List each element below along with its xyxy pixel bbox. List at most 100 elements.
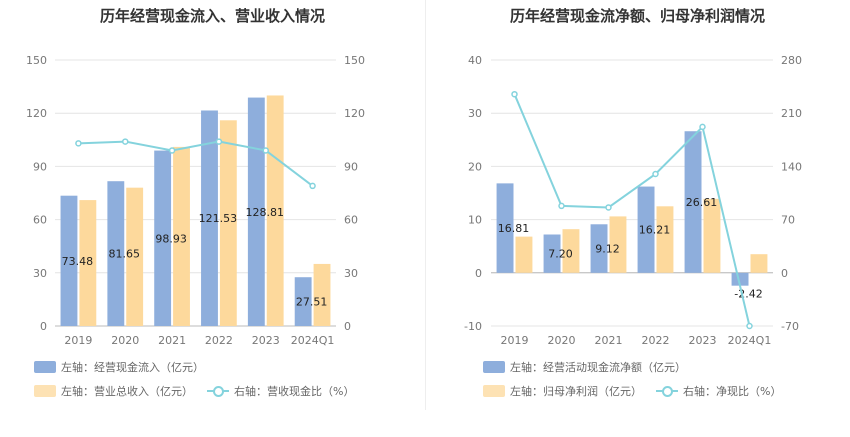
left-bar-series1 [60, 195, 78, 326]
left-right-tick-label: 120 [344, 107, 365, 120]
left-ratio-point [168, 147, 176, 154]
right-data-label: 26.61 [686, 196, 718, 209]
right-data-label: 7.20 [548, 248, 573, 261]
right-bar-series2 [750, 254, 768, 273]
left-bar-series2 [313, 263, 331, 326]
right-x-tick-label: 2021 [595, 334, 623, 347]
left-bar-series2 [173, 146, 190, 326]
left-data-label: 81.65 [109, 248, 141, 261]
left-right-tick-label: 150 [344, 54, 365, 67]
left-legend-item-revenue[interactable]: 左轴：营业总收入（亿元） [34, 383, 193, 399]
right-legend-row-1: 左轴：经营活动现金流净额（亿元） [483, 359, 700, 375]
right-data-label: -2.42 [734, 288, 762, 301]
left-ratio-point [215, 138, 223, 145]
left-data-label: 98.93 [155, 232, 187, 245]
left-left-tick-label: 30 [33, 267, 47, 280]
left-bar-series1 [201, 110, 218, 326]
right-bar-series1 [590, 224, 608, 273]
right-bar-series2 [515, 236, 533, 273]
left-ratio-point [309, 182, 316, 190]
right-legend-item-net-cash[interactable]: 左轴：经营活动现金流净额（亿元） [483, 359, 686, 375]
left-right-tick-label: 0 [344, 320, 351, 333]
right-right-tick-label: 210 [781, 107, 802, 120]
right-legend-label-bar2: 左轴：归母净利润（亿元） [510, 385, 642, 398]
right-bar-series2 [703, 198, 721, 273]
left-bar-series2 [126, 187, 144, 326]
left-bar-series1 [294, 277, 312, 326]
left-bar-series1 [247, 97, 265, 326]
right-x-tick-label: 2019 [501, 334, 529, 347]
right-ratio-point [699, 123, 706, 131]
left-legend-swatch-bar2 [34, 385, 56, 397]
right-legend-swatch-line [656, 385, 678, 397]
left-bar-series2 [79, 200, 97, 326]
right-ratio-point [511, 90, 518, 98]
left-left-tick-label: 120 [26, 107, 47, 120]
left-data-label: 121.53 [199, 212, 238, 225]
left-x-tick-label: 2023 [252, 334, 280, 347]
right-bar-series1 [543, 234, 561, 273]
left-ratio-point [75, 140, 82, 147]
left-legend-row-2: 左轴：营业总收入（亿元） 右轴：营收现金比（%） [34, 383, 368, 399]
left-left-tick-label: 90 [33, 160, 47, 173]
right-legend-item-net-profit[interactable]: 左轴：归母净利润（亿元） [483, 383, 642, 399]
left-legend-swatch-line [207, 385, 229, 397]
right-x-tick-label: 2023 [689, 334, 717, 347]
right-right-tick-label: 0 [781, 267, 788, 280]
right-ratio-point [746, 322, 753, 330]
left-chart-title: 历年经营现金流入、营业收入情况 [99, 7, 325, 25]
right-legend-row-2: 左轴：归母净利润（亿元） 右轴：净现比（%） [483, 383, 795, 399]
left-bar-series1 [154, 150, 172, 326]
left-legend-label-line: 右轴：营收现金比（%） [234, 385, 355, 398]
left-left-tick-label: 150 [26, 54, 47, 67]
right-right-tick-label: -70 [781, 320, 799, 333]
left-right-tick-label: 60 [344, 214, 358, 227]
right-x-tick-label: 2024Q1 [728, 334, 772, 347]
right-bar-series1 [496, 183, 514, 273]
right-legend-label-bar1: 左轴：经营活动现金流净额（亿元） [510, 361, 686, 374]
right-bar-series1 [684, 131, 702, 273]
left-x-tick-label: 2019 [64, 334, 92, 347]
left-x-tick-label: 2024Q1 [291, 334, 335, 347]
left-data-label: 73.48 [62, 255, 94, 268]
right-right-tick-label: 70 [781, 214, 795, 227]
left-data-label: 27.51 [296, 296, 328, 309]
left-legend-label-bar1: 左轴：经营现金流入（亿元） [61, 361, 204, 374]
left-x-tick-label: 2021 [158, 334, 186, 347]
right-x-tick-label: 2020 [548, 334, 576, 347]
right-data-label: 9.12 [595, 243, 620, 256]
left-legend-swatch-bar1 [34, 361, 56, 373]
right-left-tick-label: 10 [468, 214, 482, 227]
left-bar-series2 [219, 120, 237, 326]
right-ratio-point [605, 204, 612, 211]
left-legend-item-cash-inflow[interactable]: 左轴：经营现金流入（亿元） [34, 359, 204, 375]
right-legend-label-line: 右轴：净现比（%） [683, 385, 782, 398]
left-bar-series1 [107, 181, 125, 326]
right-legend-item-ratio[interactable]: 右轴：净现比（%） [656, 383, 781, 399]
right-x-tick-label: 2022 [642, 334, 670, 347]
left-x-tick-label: 2022 [205, 334, 233, 347]
panel-divider [425, 0, 426, 410]
right-legend-swatch-bar2 [483, 385, 505, 397]
left-right-tick-label: 30 [344, 267, 358, 280]
right-chart-panel: 历年经营现金流净额、归母净利润情况 -10 -70 0 0 10 70 20 140 30 210… [425, 0, 850, 437]
left-right-tick-label: 90 [344, 160, 358, 173]
left-x-tick-label: 2020 [111, 334, 139, 347]
right-right-tick-label: 140 [781, 160, 802, 173]
left-data-label: 128.81 [246, 206, 285, 219]
left-legend-row-1: 左轴：经营现金流入（亿元） [34, 359, 218, 375]
right-legend-swatch-bar1 [483, 361, 505, 373]
left-legend-item-ratio[interactable]: 右轴：营收现金比（%） [207, 383, 354, 399]
left-left-tick-label: 60 [33, 214, 47, 227]
right-bar-series2 [609, 216, 627, 273]
right-bar-series2 [562, 229, 580, 273]
right-left-tick-label: 20 [468, 160, 482, 173]
left-left-tick-label: 0 [40, 320, 47, 333]
right-ratio-point [652, 170, 659, 178]
right-bar-series1 [731, 272, 749, 286]
right-chart-title: 历年经营现金流净额、归母净利润情况 [509, 7, 765, 25]
left-legend-label-bar2: 左轴：营业总收入（亿元） [61, 385, 193, 398]
right-left-tick-label: -10 [464, 320, 482, 333]
left-chart-svg: 0 0 30 30 60 60 90 90 120 120 150 150 2019 73.48 2020 8… [26, 54, 365, 347]
right-chart-svg: -10 -70 0 0 10 70 20 140 30 210 40 280 2019 16.81 2020… [464, 54, 802, 347]
